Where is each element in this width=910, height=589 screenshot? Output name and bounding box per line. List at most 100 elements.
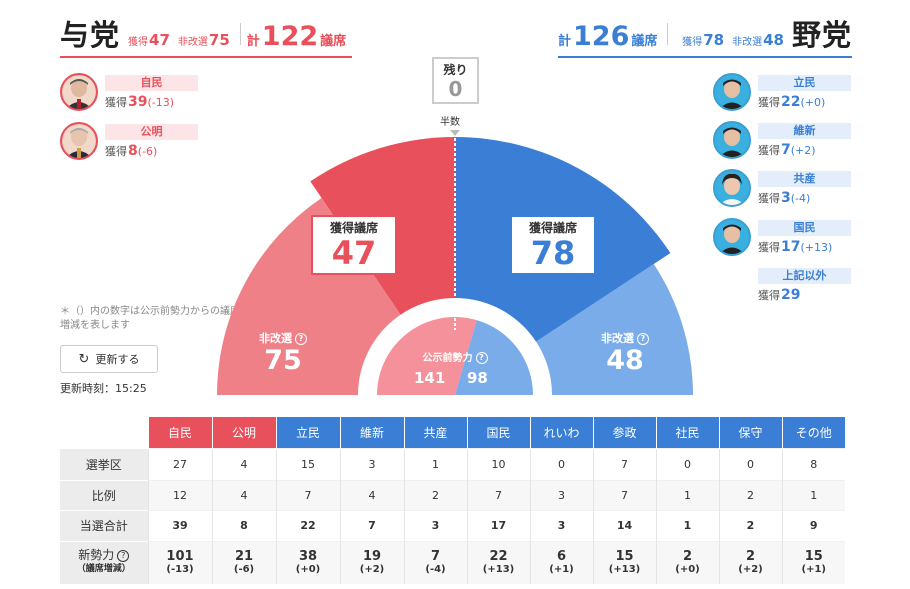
koji-opposition-area bbox=[455, 320, 533, 395]
table-cell: 1 bbox=[655, 509, 719, 541]
ruling-total-unit: 議席 bbox=[320, 34, 347, 49]
ruling-won: 47 bbox=[149, 31, 170, 49]
row-label: 新勢力? （議席増減） bbox=[60, 540, 148, 584]
divider bbox=[667, 23, 669, 45]
party-name: 維新 bbox=[758, 122, 851, 139]
column-header: 社民 bbox=[655, 417, 719, 448]
remaining-value: 0 bbox=[448, 77, 463, 101]
opposition-won-value: 78 bbox=[530, 234, 576, 272]
opposition-won-label: 獲得 bbox=[682, 37, 703, 48]
party-stat: 獲得8(-6) bbox=[105, 142, 158, 159]
remaining-box: 残り 0 bbox=[432, 57, 479, 104]
party-info: 立民 獲得22(+0) bbox=[758, 74, 851, 110]
new-power-diff: (+0) bbox=[295, 564, 321, 576]
party-won: 29 bbox=[781, 287, 801, 303]
party-name: 上記以外 bbox=[758, 268, 851, 284]
party-diff: (-4) bbox=[790, 191, 811, 205]
column-header: 国民 bbox=[466, 417, 530, 448]
refresh-icon: ↻ bbox=[78, 351, 90, 367]
new-power-diff: (-4) bbox=[425, 564, 446, 576]
table-cell: 3 bbox=[339, 447, 404, 480]
table-cell: 7 bbox=[592, 447, 656, 480]
table-cell: 9 bbox=[781, 509, 845, 541]
koji-ruling-area bbox=[376, 317, 477, 395]
party-stat: 獲得39(-13) bbox=[105, 93, 175, 110]
table-cell: 2 (+2) bbox=[718, 540, 782, 584]
opposition-total-unit: 議席 bbox=[631, 34, 658, 49]
party-row-others: 上記以外 獲得29 bbox=[758, 268, 851, 303]
party-stat: 獲得22(+0) bbox=[758, 93, 826, 110]
table-header-row: 自民 公明 立民 維新 共産 国民 れいわ 参政 社民 保守 その他 bbox=[60, 417, 845, 448]
refresh-button[interactable]: ↻ 更新する bbox=[60, 345, 158, 373]
help-icon[interactable]: ? bbox=[117, 550, 130, 563]
table-cell: 4 bbox=[211, 447, 276, 480]
column-header: 共産 bbox=[403, 417, 467, 448]
new-power-diff: (+0) bbox=[675, 564, 700, 576]
results-table: 自民 公明 立民 維新 共産 国民 れいわ 参政 社民 保守 その他 選挙区 27 4 15 3 1 10 0 7… bbox=[60, 417, 845, 584]
new-power-diff: (-6) bbox=[233, 564, 255, 576]
table-cell: 21 (-6) bbox=[211, 540, 276, 584]
won-label: 獲得議席 bbox=[528, 221, 577, 235]
table-cell: 14 bbox=[592, 509, 656, 541]
table-cell: 17 bbox=[466, 509, 530, 541]
table-cell: 3 bbox=[529, 509, 593, 541]
table-corner bbox=[60, 417, 148, 448]
party-info: 上記以外 獲得29 bbox=[758, 268, 851, 303]
help-icon[interactable]: ? bbox=[295, 333, 307, 345]
party-diff: (-13) bbox=[147, 95, 175, 109]
party-info: 国民 獲得17(+13) bbox=[758, 219, 851, 255]
new-power-value: 6 bbox=[556, 549, 567, 565]
help-icon[interactable]: ? bbox=[475, 352, 488, 364]
party-name: 国民 bbox=[758, 219, 851, 236]
party-row-komei: 公明 獲得8(-6) bbox=[60, 122, 198, 160]
table-row: 当選合計 39 8 22 7 3 17 3 14 1 2 9 bbox=[60, 509, 845, 541]
new-power-value: 7 bbox=[430, 549, 441, 565]
party-row-kyosan: 共産 獲得3(-4) bbox=[713, 169, 851, 207]
table-cell: 0 bbox=[655, 447, 719, 480]
table-cell: 2 (+0) bbox=[655, 540, 719, 584]
column-header: 参政 bbox=[592, 417, 656, 448]
party-stat: 獲得7(+2) bbox=[758, 141, 816, 158]
table-cell: 22 bbox=[275, 509, 340, 541]
party-info: 公明 獲得8(-6) bbox=[105, 123, 198, 159]
party-won: 39 bbox=[128, 93, 148, 110]
party-row-kokumin: 国民 獲得17(+13) bbox=[713, 218, 851, 256]
party-won: 7 bbox=[781, 141, 791, 158]
table-cell: 101 (-13) bbox=[147, 540, 212, 584]
ruling-total: 122 bbox=[261, 21, 319, 52]
ruling-won-value: 47 bbox=[331, 234, 377, 272]
opposition-won-box: 獲得議席 78 bbox=[510, 215, 596, 275]
divider bbox=[239, 23, 241, 45]
new-power-value: 15 bbox=[615, 549, 634, 565]
table-cell: 1 bbox=[403, 447, 467, 480]
party-info: 維新 獲得7(+2) bbox=[758, 122, 851, 158]
table-cell: 4 bbox=[339, 479, 404, 510]
half-marker-icon bbox=[450, 130, 460, 136]
help-icon[interactable]: ? bbox=[637, 333, 649, 345]
table-cell: 6 (+1) bbox=[529, 540, 593, 584]
new-power-diff: (+13) bbox=[608, 564, 641, 576]
table-cell: 1 bbox=[781, 479, 845, 510]
party-won: 22 bbox=[781, 93, 801, 110]
table-cell: 15 (+13) bbox=[592, 540, 656, 584]
avatar bbox=[60, 122, 98, 160]
table-cell: 7 bbox=[592, 479, 656, 510]
new-power-diff: (+2) bbox=[738, 564, 763, 576]
row-label: 当選合計 bbox=[60, 509, 148, 541]
opposition-unelected-label: 非改選? bbox=[586, 330, 664, 346]
column-header: その他 bbox=[781, 417, 845, 448]
table-cell: 2 bbox=[718, 509, 782, 541]
avatar bbox=[713, 121, 751, 159]
table-cell: 27 bbox=[147, 447, 212, 480]
table-cell: 8 bbox=[211, 509, 276, 541]
party-stat: 獲得3(-4) bbox=[758, 189, 811, 206]
table-cell: 12 bbox=[147, 479, 212, 510]
new-power-value: 38 bbox=[298, 549, 318, 565]
refresh-label: 更新する bbox=[95, 353, 140, 366]
table-row: 比例 12 4 7 4 2 7 3 7 1 2 1 bbox=[60, 479, 845, 510]
party-diff: (+0) bbox=[800, 95, 826, 109]
table-cell: 22 (+13) bbox=[466, 540, 530, 584]
table-cell: 0 bbox=[529, 447, 593, 480]
column-header: 自民 bbox=[147, 417, 212, 448]
ruling-title: 与党 bbox=[60, 18, 121, 52]
